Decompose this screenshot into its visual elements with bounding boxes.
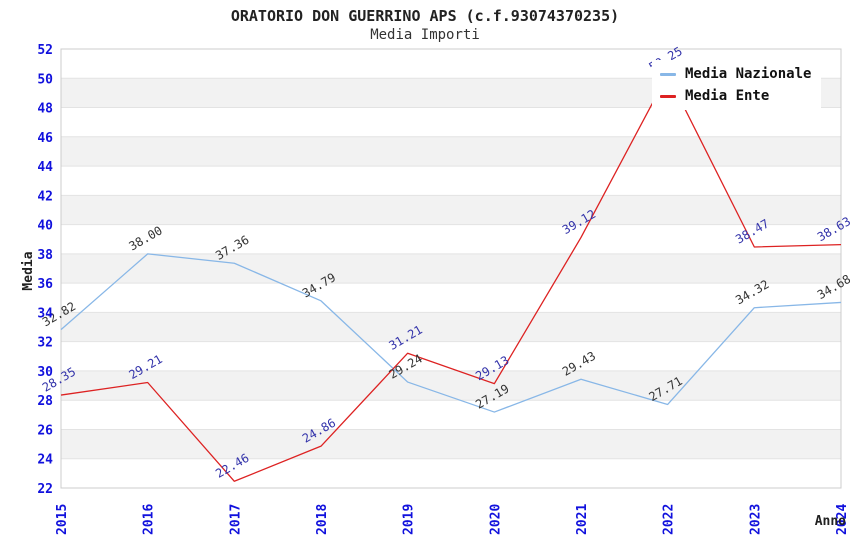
plot-band <box>61 107 841 137</box>
x-tick-label: 2015 <box>55 504 70 535</box>
plot-band <box>61 458 841 488</box>
y-tick-label: 30 <box>37 365 53 380</box>
nazionale-line-swatch-icon <box>660 72 676 76</box>
y-axis-title: Media <box>21 251 36 290</box>
x-tick-label: 2023 <box>748 504 763 535</box>
y-tick-label: 52 <box>37 43 53 58</box>
plot-band <box>61 136 841 167</box>
y-tick-label: 42 <box>37 189 53 204</box>
plot-border <box>60 48 842 489</box>
x-axis-title: Anno <box>815 514 846 529</box>
x-tick-label: 2018 <box>315 504 330 535</box>
y-tick-label: 32 <box>37 336 53 351</box>
y-tick-label: 22 <box>37 482 53 497</box>
legend: Media Nazionale Media Ente <box>652 60 822 110</box>
plot-band <box>61 429 841 459</box>
y-tick-label: 50 <box>37 72 53 87</box>
series-line-nazionale <box>60 253 842 413</box>
x-tick-label: 2016 <box>142 504 157 535</box>
y-tick-label: 40 <box>37 219 53 234</box>
y-tick-label: 46 <box>37 131 53 146</box>
plot-band <box>61 253 841 284</box>
y-tick-label: 44 <box>37 160 53 175</box>
plot-band <box>61 341 841 371</box>
x-tick-label: 2021 <box>575 504 590 535</box>
plot-band <box>61 400 841 430</box>
ente-line-swatch-icon <box>660 94 676 98</box>
x-tick-label: 2024 <box>835 504 850 535</box>
y-tick-label: 38 <box>37 248 53 263</box>
legend-item-media-ente: Media Ente <box>660 88 811 104</box>
x-tick-label: 2022 <box>662 504 677 535</box>
plot-band <box>61 370 841 401</box>
x-tick-label: 2017 <box>228 504 243 535</box>
plot-band <box>61 224 841 254</box>
plot-band <box>61 166 841 196</box>
y-tick-label: 26 <box>37 423 53 438</box>
chart-subtitle: Media Importi <box>370 27 480 43</box>
legend-item-media-nazionale: Media Nazionale <box>660 66 811 82</box>
y-tick-label: 34 <box>37 306 53 321</box>
legend-label-media-ente: Media Ente <box>685 88 770 104</box>
plot-band <box>61 283 841 313</box>
y-tick-label: 36 <box>37 277 53 292</box>
y-tick-label: 24 <box>37 453 53 468</box>
x-tick-label: 2019 <box>402 504 417 535</box>
y-tick-label: 28 <box>37 394 53 409</box>
plot-band <box>61 195 841 225</box>
plot-band <box>61 312 841 342</box>
legend-label-media-nazionale: Media Nazionale <box>685 66 812 82</box>
chart-title: ORATORIO DON GUERRINO APS (c.f.930743702… <box>230 7 620 25</box>
series-line-ente <box>60 73 842 482</box>
x-tick-label: 2020 <box>488 504 503 535</box>
y-tick-label: 48 <box>37 102 53 117</box>
